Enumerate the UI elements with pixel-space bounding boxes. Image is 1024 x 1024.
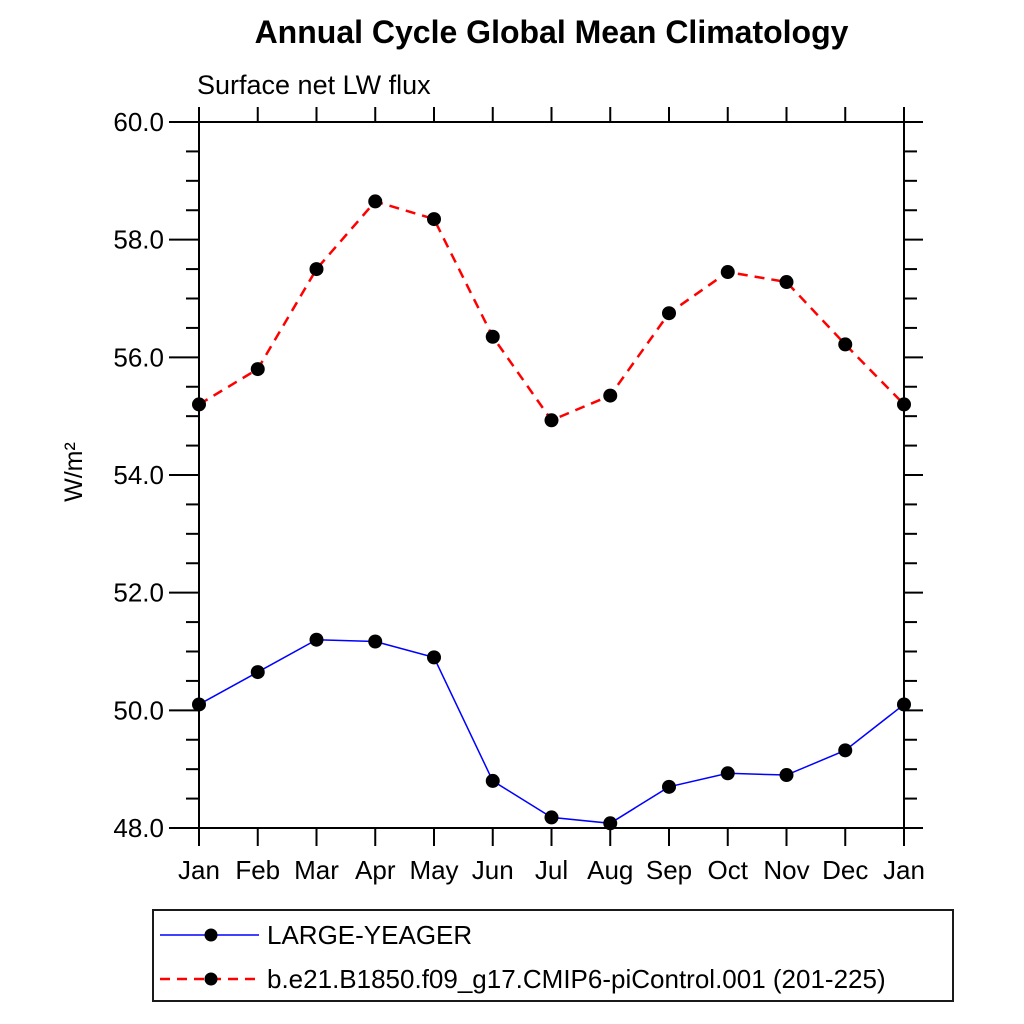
legend-marker-dot [204,972,218,986]
plot-frame [198,121,905,829]
y-tick-label: 58.0 [113,225,164,255]
legend-line-sample-dashed [160,972,259,986]
data-point [368,634,383,649]
x-tick-label: Mar [294,855,339,885]
legend-item-large-yeager: LARGE-YEAGER [154,913,952,957]
x-tick-label: May [409,855,458,885]
legend: LARGE-YEAGER b.e21.B1850.f09_g17.CMIP6-p… [152,909,954,1002]
x-tick-label: Feb [235,855,280,885]
data-point [720,766,735,781]
x-tick-label: Dec [822,855,868,885]
y-axis-title: W/m² [60,442,88,502]
data-point [662,779,676,794]
data-point [544,810,559,825]
x-tick-label: Jan [178,855,220,885]
y-tick-label: 52.0 [113,578,164,608]
x-tick-label: Oct [708,855,749,885]
data-point [603,816,618,831]
series-line-0 [198,638,905,825]
x-tick-label: Nov [763,855,809,885]
x-tick-label: Jun [472,855,514,885]
data-point [838,743,853,758]
chart-subtitle: Surface net LW flux [197,70,431,100]
y-tick-label: 60.0 [113,107,164,137]
series-line-1 [198,199,905,422]
y-tick-label: 54.0 [113,460,164,490]
data-point [309,262,324,277]
data-point [250,665,265,680]
x-tick-label: Apr [355,855,396,885]
data-point [427,650,441,665]
data-point [897,397,911,412]
data-point [779,275,794,290]
data-point [368,194,383,209]
legend-item-picontrol: b.e21.B1850.f09_g17.CMIP6-piControl.001 … [154,957,952,1001]
data-point [250,362,265,377]
y-tick-label: 50.0 [113,695,164,725]
data-point [779,768,794,783]
data-point [192,397,206,412]
x-tick-label: Jan [883,855,925,885]
legend-marker-dot [204,928,218,942]
data-point [309,632,324,647]
data-point [662,306,676,321]
data-point [720,265,735,280]
y-tick-label: 48.0 [113,813,164,843]
x-tick-label: Jul [535,855,568,885]
legend-label: b.e21.B1850.f09_g17.CMIP6-piControl.001 … [267,963,886,994]
data-point [897,697,911,712]
y-tick-label: 56.0 [113,342,164,372]
data-point [192,697,206,712]
data-point [544,413,559,428]
data-point [485,773,500,788]
x-tick-label: Aug [587,855,633,885]
x-tick-label: Sep [646,855,692,885]
data-point [427,212,441,227]
data-point [603,388,618,403]
chart-title: Annual Cycle Global Mean Climatology [254,14,849,50]
data-point [485,329,500,344]
legend-label: LARGE-YEAGER [267,919,473,950]
data-point [838,337,853,352]
legend-line-sample-solid [160,928,259,942]
